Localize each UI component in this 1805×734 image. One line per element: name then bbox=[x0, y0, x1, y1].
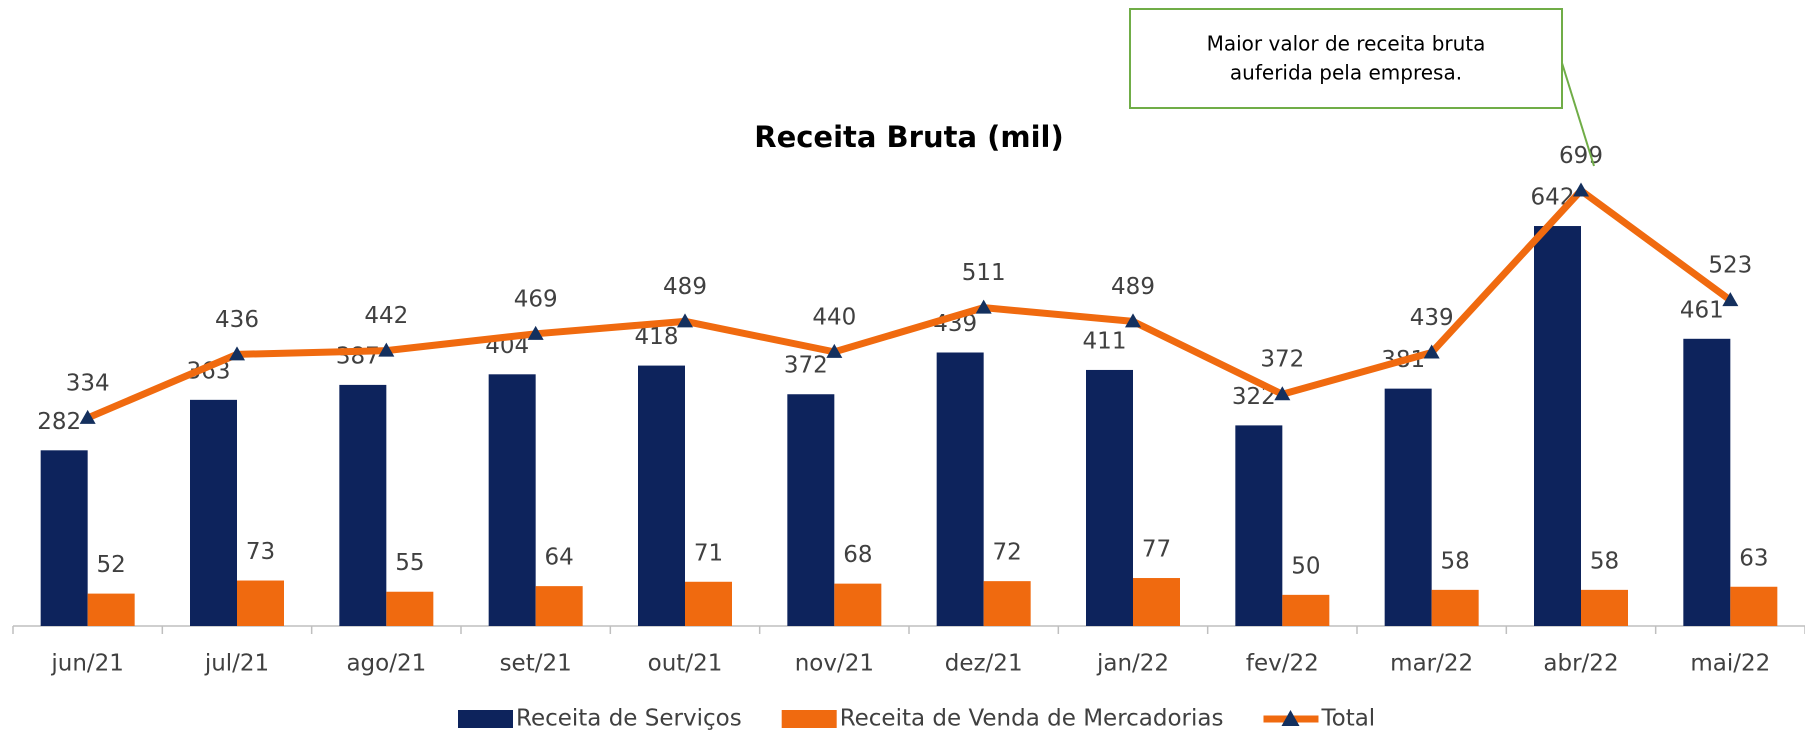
data-label: 469 bbox=[514, 286, 558, 312]
bar bbox=[1384, 388, 1432, 626]
bar bbox=[1235, 425, 1283, 626]
data-label: 372 bbox=[1260, 347, 1304, 373]
data-label: 699 bbox=[1559, 143, 1603, 169]
bar bbox=[386, 591, 434, 626]
data-label: 489 bbox=[663, 274, 707, 300]
annotation-connector bbox=[1561, 62, 1595, 167]
x-tick-label: ago/21 bbox=[346, 651, 426, 677]
data-label: 489 bbox=[1111, 274, 1155, 300]
annotation-text: auferida pela empresa. bbox=[1230, 61, 1462, 85]
data-label: 372 bbox=[784, 353, 828, 379]
bar bbox=[1282, 594, 1330, 626]
data-label: 58 bbox=[1441, 548, 1470, 574]
bar bbox=[237, 580, 284, 626]
x-tick-label: dez/21 bbox=[945, 651, 1023, 677]
data-label: 442 bbox=[364, 303, 408, 329]
legend-label: Total bbox=[1320, 706, 1375, 732]
bar bbox=[488, 374, 536, 626]
data-label: 55 bbox=[395, 550, 424, 576]
marker bbox=[1423, 344, 1440, 359]
legend-label: Receita de Venda de Mercadorias bbox=[840, 706, 1224, 732]
marker bbox=[677, 313, 693, 328]
data-label: 68 bbox=[843, 542, 872, 568]
data-label: 77 bbox=[1142, 537, 1171, 563]
bar bbox=[535, 586, 583, 626]
data-label: 440 bbox=[812, 304, 856, 330]
marker bbox=[975, 299, 992, 314]
x-tick-label: jan/22 bbox=[1096, 651, 1169, 677]
x-tick-label: nov/21 bbox=[795, 651, 874, 677]
line bbox=[86, 187, 1733, 422]
bar bbox=[40, 450, 88, 626]
data-label: 72 bbox=[993, 540, 1022, 566]
marker bbox=[826, 343, 843, 358]
bar bbox=[339, 384, 387, 626]
bar bbox=[834, 583, 882, 626]
bar bbox=[685, 581, 732, 626]
data-label: 64 bbox=[545, 545, 574, 571]
bar bbox=[787, 394, 835, 626]
data-label: 387 bbox=[336, 343, 380, 369]
x-tick-label: abr/22 bbox=[1543, 651, 1618, 677]
data-label: 511 bbox=[962, 260, 1006, 286]
bar bbox=[638, 365, 685, 626]
x-tick-label: fev/22 bbox=[1246, 651, 1319, 677]
legend-swatch bbox=[458, 710, 513, 728]
data-label: 523 bbox=[1708, 253, 1752, 279]
x-tick-label: set/21 bbox=[500, 651, 572, 677]
data-label: 58 bbox=[1590, 548, 1619, 574]
bar bbox=[1431, 589, 1479, 626]
bar bbox=[87, 593, 135, 626]
data-label: 52 bbox=[97, 552, 126, 578]
annotation-text: Maior valor de receita bruta bbox=[1207, 32, 1486, 56]
marker bbox=[229, 346, 245, 361]
marker bbox=[79, 409, 96, 424]
x-tick-label: mai/22 bbox=[1690, 651, 1770, 677]
data-label: 439 bbox=[1410, 305, 1454, 331]
x-tick-label: jun/21 bbox=[50, 651, 124, 677]
marker bbox=[1125, 313, 1141, 328]
annotation-box bbox=[1129, 8, 1563, 109]
data-label: 436 bbox=[215, 307, 259, 333]
marker bbox=[1573, 182, 1589, 197]
bar bbox=[190, 399, 237, 626]
data-label: 71 bbox=[694, 540, 723, 566]
marker bbox=[378, 342, 395, 357]
marker bbox=[1274, 386, 1291, 401]
bar bbox=[936, 352, 984, 626]
data-label: 334 bbox=[66, 370, 110, 396]
legend-swatch bbox=[781, 710, 837, 728]
marker bbox=[527, 325, 544, 340]
x-tick-label: out/21 bbox=[648, 651, 723, 677]
bar bbox=[1581, 589, 1628, 626]
data-label: 73 bbox=[246, 539, 275, 565]
bar bbox=[983, 581, 1031, 626]
data-label: 282 bbox=[37, 409, 81, 435]
legend-marker bbox=[1281, 710, 1300, 726]
bar bbox=[1133, 578, 1180, 626]
bar bbox=[1086, 369, 1133, 626]
x-tick-label: jul/21 bbox=[204, 651, 269, 677]
bar bbox=[1730, 586, 1778, 626]
chart-title: Receita Bruta (mil) bbox=[754, 120, 1064, 154]
data-label: 411 bbox=[1083, 328, 1127, 354]
data-label: 50 bbox=[1291, 553, 1320, 579]
marker bbox=[1722, 292, 1739, 307]
data-label: 63 bbox=[1739, 545, 1768, 571]
bar bbox=[1683, 338, 1731, 626]
x-tick-label: mar/22 bbox=[1390, 651, 1473, 677]
data-label: 461 bbox=[1680, 297, 1724, 323]
legend-label: Receita de Serviços bbox=[516, 706, 742, 732]
bar bbox=[1534, 226, 1581, 626]
